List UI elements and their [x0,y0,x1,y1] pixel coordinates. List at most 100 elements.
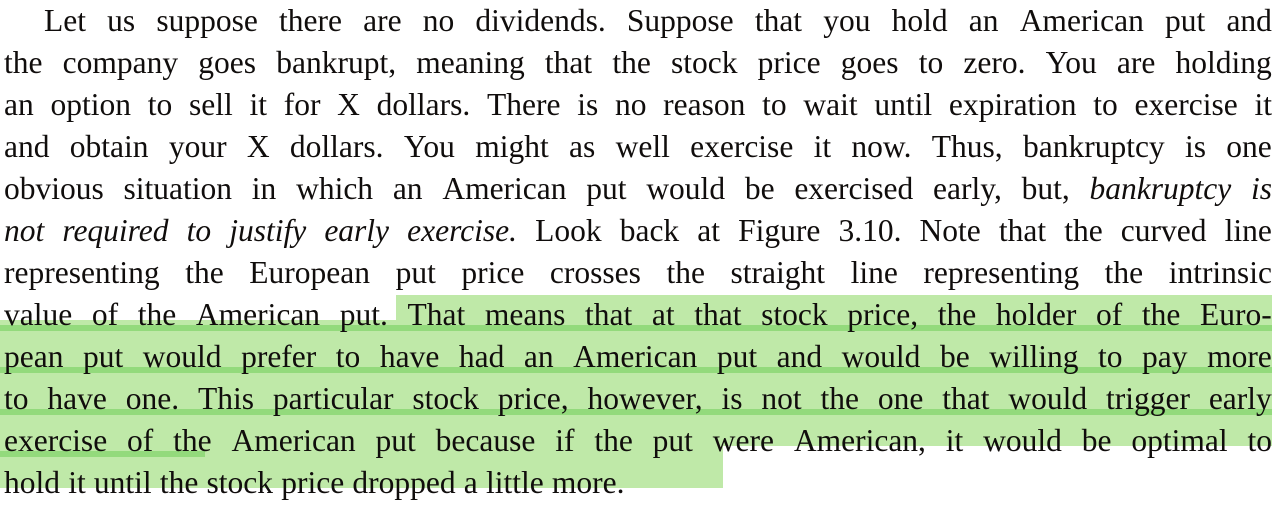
word: would [841,339,921,374]
word: company [62,45,179,80]
word: the [137,297,177,332]
word: and [801,498,846,506]
word: of [1096,297,1123,332]
word: American, [793,423,926,458]
word: if [555,423,575,458]
word: would [1008,381,1088,416]
text-line: value of the American put. That means that at tha… [0,294,1278,336]
word: stock [181,498,248,506]
word: it [249,87,267,122]
word: until [93,465,152,500]
word: put [586,171,627,206]
word: that [544,45,593,80]
word: wait [803,87,858,122]
word: Thus, [931,129,1003,164]
word: it [945,423,964,458]
word: exercise [690,129,794,164]
word: also [408,498,459,506]
text-line: pean put would prefer to have had an American put… [0,336,1278,378]
word: is [721,381,743,416]
text-line: not required to justify early exercise. Look ba… [0,210,1278,252]
word: put [1165,3,1206,38]
word: are [363,3,402,38]
word: bankruptcy [1022,129,1165,164]
word: there [278,3,342,38]
word: straight [730,255,826,290]
word: 3.10. [838,213,902,248]
emphasis-word: is [1250,171,1272,206]
word: the [159,465,199,500]
emphasis-word: required [62,213,169,248]
word: us [107,3,136,38]
word: intrinsic [1168,255,1272,290]
word: hold [891,3,948,38]
word: but, [1021,171,1070,206]
word: Figure [738,213,821,248]
text-line-content: exercise of the American put because if the put w… [0,420,1278,462]
word: the [173,423,212,458]
word: representing [923,255,1080,290]
text-line-content: not required to justify early exercise. Look ba… [0,210,1278,252]
word: bankrupt, [276,45,397,80]
word: would [646,171,726,206]
word: at [651,297,675,332]
text-line-content: Let us suppose there are no dividends. Suppose t… [0,0,1278,42]
word: dollars. [376,87,471,122]
emphasis-word: not [4,213,45,248]
word: meaning [416,45,525,80]
word: the [594,423,633,458]
word: in [251,171,277,206]
word: American [195,297,321,332]
word: option [50,87,131,122]
word: stock [412,381,479,416]
word: line [850,255,898,290]
text-line: obvious situation in which an American put woul… [0,168,1278,210]
word: zero. [963,45,1026,80]
word: no [614,87,647,122]
word: but [348,498,388,506]
emphasis-word: to [186,213,212,248]
word: This [197,381,254,416]
word: obtain [69,129,149,164]
word: to [4,381,29,416]
word: American [1019,3,1144,38]
word: the [123,498,161,506]
word: it [813,129,832,164]
text-line: representing the European put price crosses th… [0,252,1278,294]
word: have [379,339,440,374]
word: that [942,381,990,416]
word: that [584,297,633,332]
word: ness [4,498,58,506]
word: There [487,87,561,122]
text-line-content: to have one. This particular stock price, howev… [0,378,1278,420]
word: for [283,87,321,122]
emphasis-word: early [324,213,390,248]
word: more. [551,465,625,500]
word: to [147,87,173,122]
word: have [990,498,1049,506]
word: is [1184,129,1206,164]
text-line-content: ness of the stock price but also the time to expir… [0,498,1278,506]
text-line: exercise of the American put because if the put w… [0,420,1278,462]
word: include [1113,498,1206,506]
highlight-overlap-10-11-band [0,409,1272,415]
word: to [1098,339,1123,374]
word: an [392,171,423,206]
word: means [484,297,566,332]
word: an [523,339,554,374]
word: Suppose [626,3,734,38]
word: however, [587,381,703,416]
text-line: to have one. This particular stock price, howev… [0,378,1278,420]
text-line: hold it until the stock price dropped a little mo… [0,462,1278,504]
word: the [185,255,224,290]
word: holding [1175,45,1272,80]
word: Euro- [1200,297,1272,332]
word: of [127,423,154,458]
text-line-content: value of the American put. That means that at tha… [0,294,1278,336]
word: at [697,213,721,248]
word: the [1104,255,1144,290]
word: an [4,87,34,122]
